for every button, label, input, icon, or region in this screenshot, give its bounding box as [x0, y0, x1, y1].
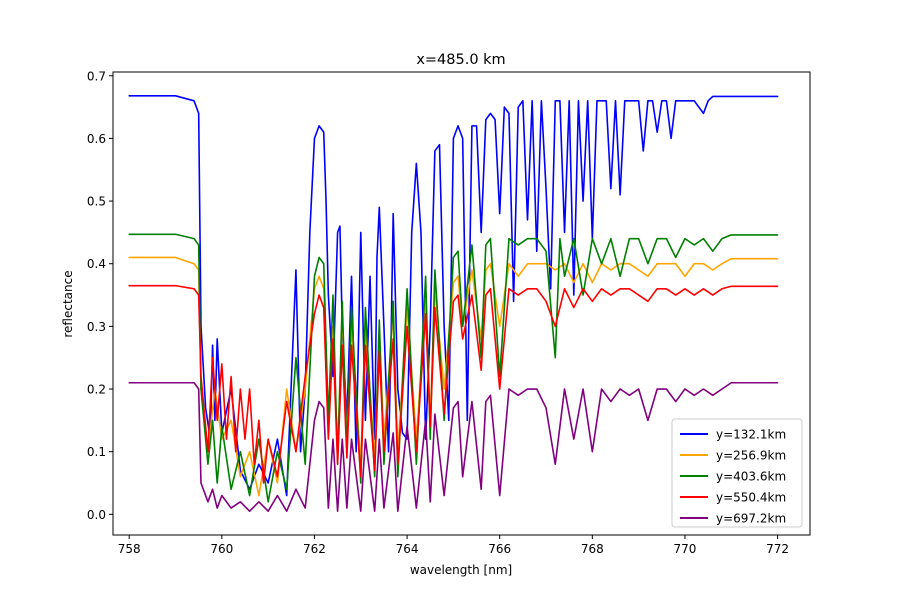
y-tick-label: 0.4: [87, 257, 106, 271]
x-tick-label: 762: [303, 542, 326, 556]
y-tick-label: 0.1: [87, 445, 106, 459]
y-tick-label: 0.0: [87, 508, 106, 522]
axes-frame: [112, 71, 811, 536]
x-axis-ticks: 758 760 762 764 766 768 770 772: [118, 535, 789, 556]
y-tick-label: 0.6: [87, 132, 106, 146]
y-axis-label: reflectance: [61, 270, 75, 337]
chart-title: x=485.0 km: [416, 52, 505, 68]
series-lines: [128, 95, 779, 512]
x-tick-label: 772: [766, 542, 789, 556]
series-line-5: [128, 381, 779, 512]
legend-box: [671, 418, 803, 528]
series-line-3: [128, 233, 779, 503]
legend: y=132.1km y=256.9km y=403.6km y=550.4km y=69…: [671, 418, 803, 528]
legend-label: y=550.4km: [716, 491, 786, 505]
y-tick-label: 0.3: [87, 320, 106, 334]
plot-area: [128, 95, 779, 512]
y-tick-label: 0.5: [87, 195, 106, 209]
x-tick-label: 760: [210, 542, 233, 556]
series-line-1: [128, 95, 779, 497]
legend-label: y=132.1km: [716, 428, 786, 442]
y-tick-label: 0.7: [87, 69, 106, 83]
x-tick-label: 758: [118, 542, 141, 556]
x-tick-label: 768: [581, 542, 604, 556]
legend-label: y=256.9km: [716, 449, 786, 463]
legend-label: y=403.6km: [716, 470, 786, 484]
x-tick-label: 764: [396, 542, 419, 556]
y-axis-ticks: 0.0 0.1 0.2 0.3 0.4 0.5 0.6 0.7: [87, 69, 113, 522]
x-tick-label: 770: [674, 542, 697, 556]
x-axis-label: wavelength [nm]: [410, 563, 512, 577]
x-tick-label: 766: [488, 542, 511, 556]
legend-label: y=697.2km: [716, 512, 786, 526]
series-line-4: [128, 284, 779, 484]
y-tick-label: 0.2: [87, 383, 106, 397]
